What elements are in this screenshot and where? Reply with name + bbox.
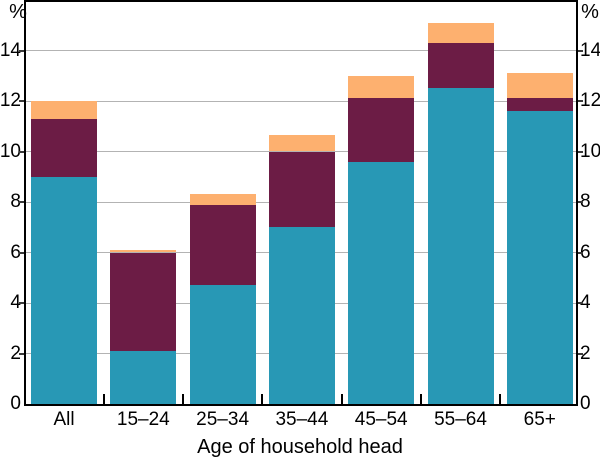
bar-segment-bottom-teal-segment [31, 176, 97, 404]
bar-segment-middle-maroon-segment [427, 42, 494, 89]
bar-segment-middle-maroon-segment [268, 151, 335, 228]
bar-segment-bottom-teal-segment [348, 161, 415, 404]
x-category-label: All [53, 409, 75, 430]
x-tick [419, 394, 422, 404]
y-tick-label-left: 4 [10, 292, 21, 313]
bar-segment-bottom-teal-segment [427, 88, 494, 404]
y-tick-right [578, 100, 583, 102]
y-tick-label-right: 10 [580, 140, 600, 162]
x-axis-line [24, 404, 578, 406]
y-tick-label-right: 12 [580, 90, 600, 111]
y-tick-left [19, 100, 24, 102]
gridline [26, 100, 576, 102]
x-category-label: 65+ [523, 409, 556, 430]
y-tick-left [19, 251, 24, 254]
bar-segment-middle-maroon-segment [110, 252, 177, 351]
y-tick-label-left: 12 [0, 90, 21, 111]
y-tick-label-right: 14 [580, 39, 600, 61]
y-tick-label-left: 2 [10, 342, 21, 364]
y-tick-label-left: 14 [0, 39, 21, 61]
y-axis-unit-right: % [581, 1, 599, 23]
y-tick-right [578, 201, 583, 203]
x-tick [261, 394, 264, 404]
y-tick-left [19, 49, 24, 52]
bar-segment-top-orange-segment [268, 135, 335, 152]
plot-top-border [24, 0, 578, 2]
gridline [26, 50, 576, 51]
bar-segment-middle-maroon-segment [189, 204, 256, 286]
y-tick-label-right: 8 [580, 191, 591, 212]
x-tick [102, 394, 105, 404]
y-tick-left [19, 201, 24, 203]
bar-segment-top-orange-segment [110, 249, 177, 253]
y-tick-right [578, 251, 583, 254]
y-tick-label-left: 8 [10, 191, 21, 212]
y-axis-line-right [576, 0, 578, 406]
bar-segment-top-orange-segment [31, 101, 97, 119]
x-tick [340, 394, 343, 404]
y-tick-label-right: 6 [580, 241, 591, 263]
bar-segment-bottom-teal-segment [506, 111, 573, 404]
x-tick [499, 394, 502, 404]
bar-segment-bottom-teal-segment [110, 350, 177, 404]
bar-segment-middle-maroon-segment [506, 98, 573, 112]
y-tick-right [578, 150, 583, 153]
bar-segment-middle-maroon-segment [31, 118, 97, 177]
bar-segment-top-orange-segment [506, 73, 573, 99]
bar-segment-top-orange-segment [189, 194, 256, 205]
x-category-label: 55–64 [434, 409, 487, 430]
x-tick [181, 394, 184, 404]
y-tick-right [578, 352, 583, 355]
bar-segment-top-orange-segment [348, 75, 415, 99]
x-category-label: 15–24 [116, 409, 170, 430]
y-tick-left [19, 302, 24, 304]
y-tick-label-right: 4 [580, 292, 591, 313]
y-tick-right [578, 49, 583, 52]
y-tick-label-right: 0 [580, 393, 591, 414]
y-tick-label-right: 2 [580, 342, 591, 364]
y-tick-left [19, 150, 24, 153]
y-tick-left [19, 352, 24, 355]
y-axis-unit-left: % [9, 1, 27, 23]
y-tick-label-left: 6 [10, 241, 21, 263]
x-axis-title: Age of household head [197, 436, 403, 458]
x-category-label: 25–34 [196, 409, 250, 430]
bar-segment-middle-maroon-segment [348, 98, 415, 162]
bar-segment-bottom-teal-segment [189, 285, 256, 404]
bar-segment-bottom-teal-segment [268, 227, 335, 404]
y-axis-line-left [24, 0, 26, 406]
x-category-label: 45–54 [354, 409, 408, 430]
bar-segment-top-orange-segment [427, 22, 494, 43]
y-tick-label-left: 10 [0, 140, 21, 162]
y-tick-right [578, 302, 583, 304]
y-tick-label-left: 0 [10, 393, 21, 414]
x-category-label: 35–44 [275, 409, 329, 430]
